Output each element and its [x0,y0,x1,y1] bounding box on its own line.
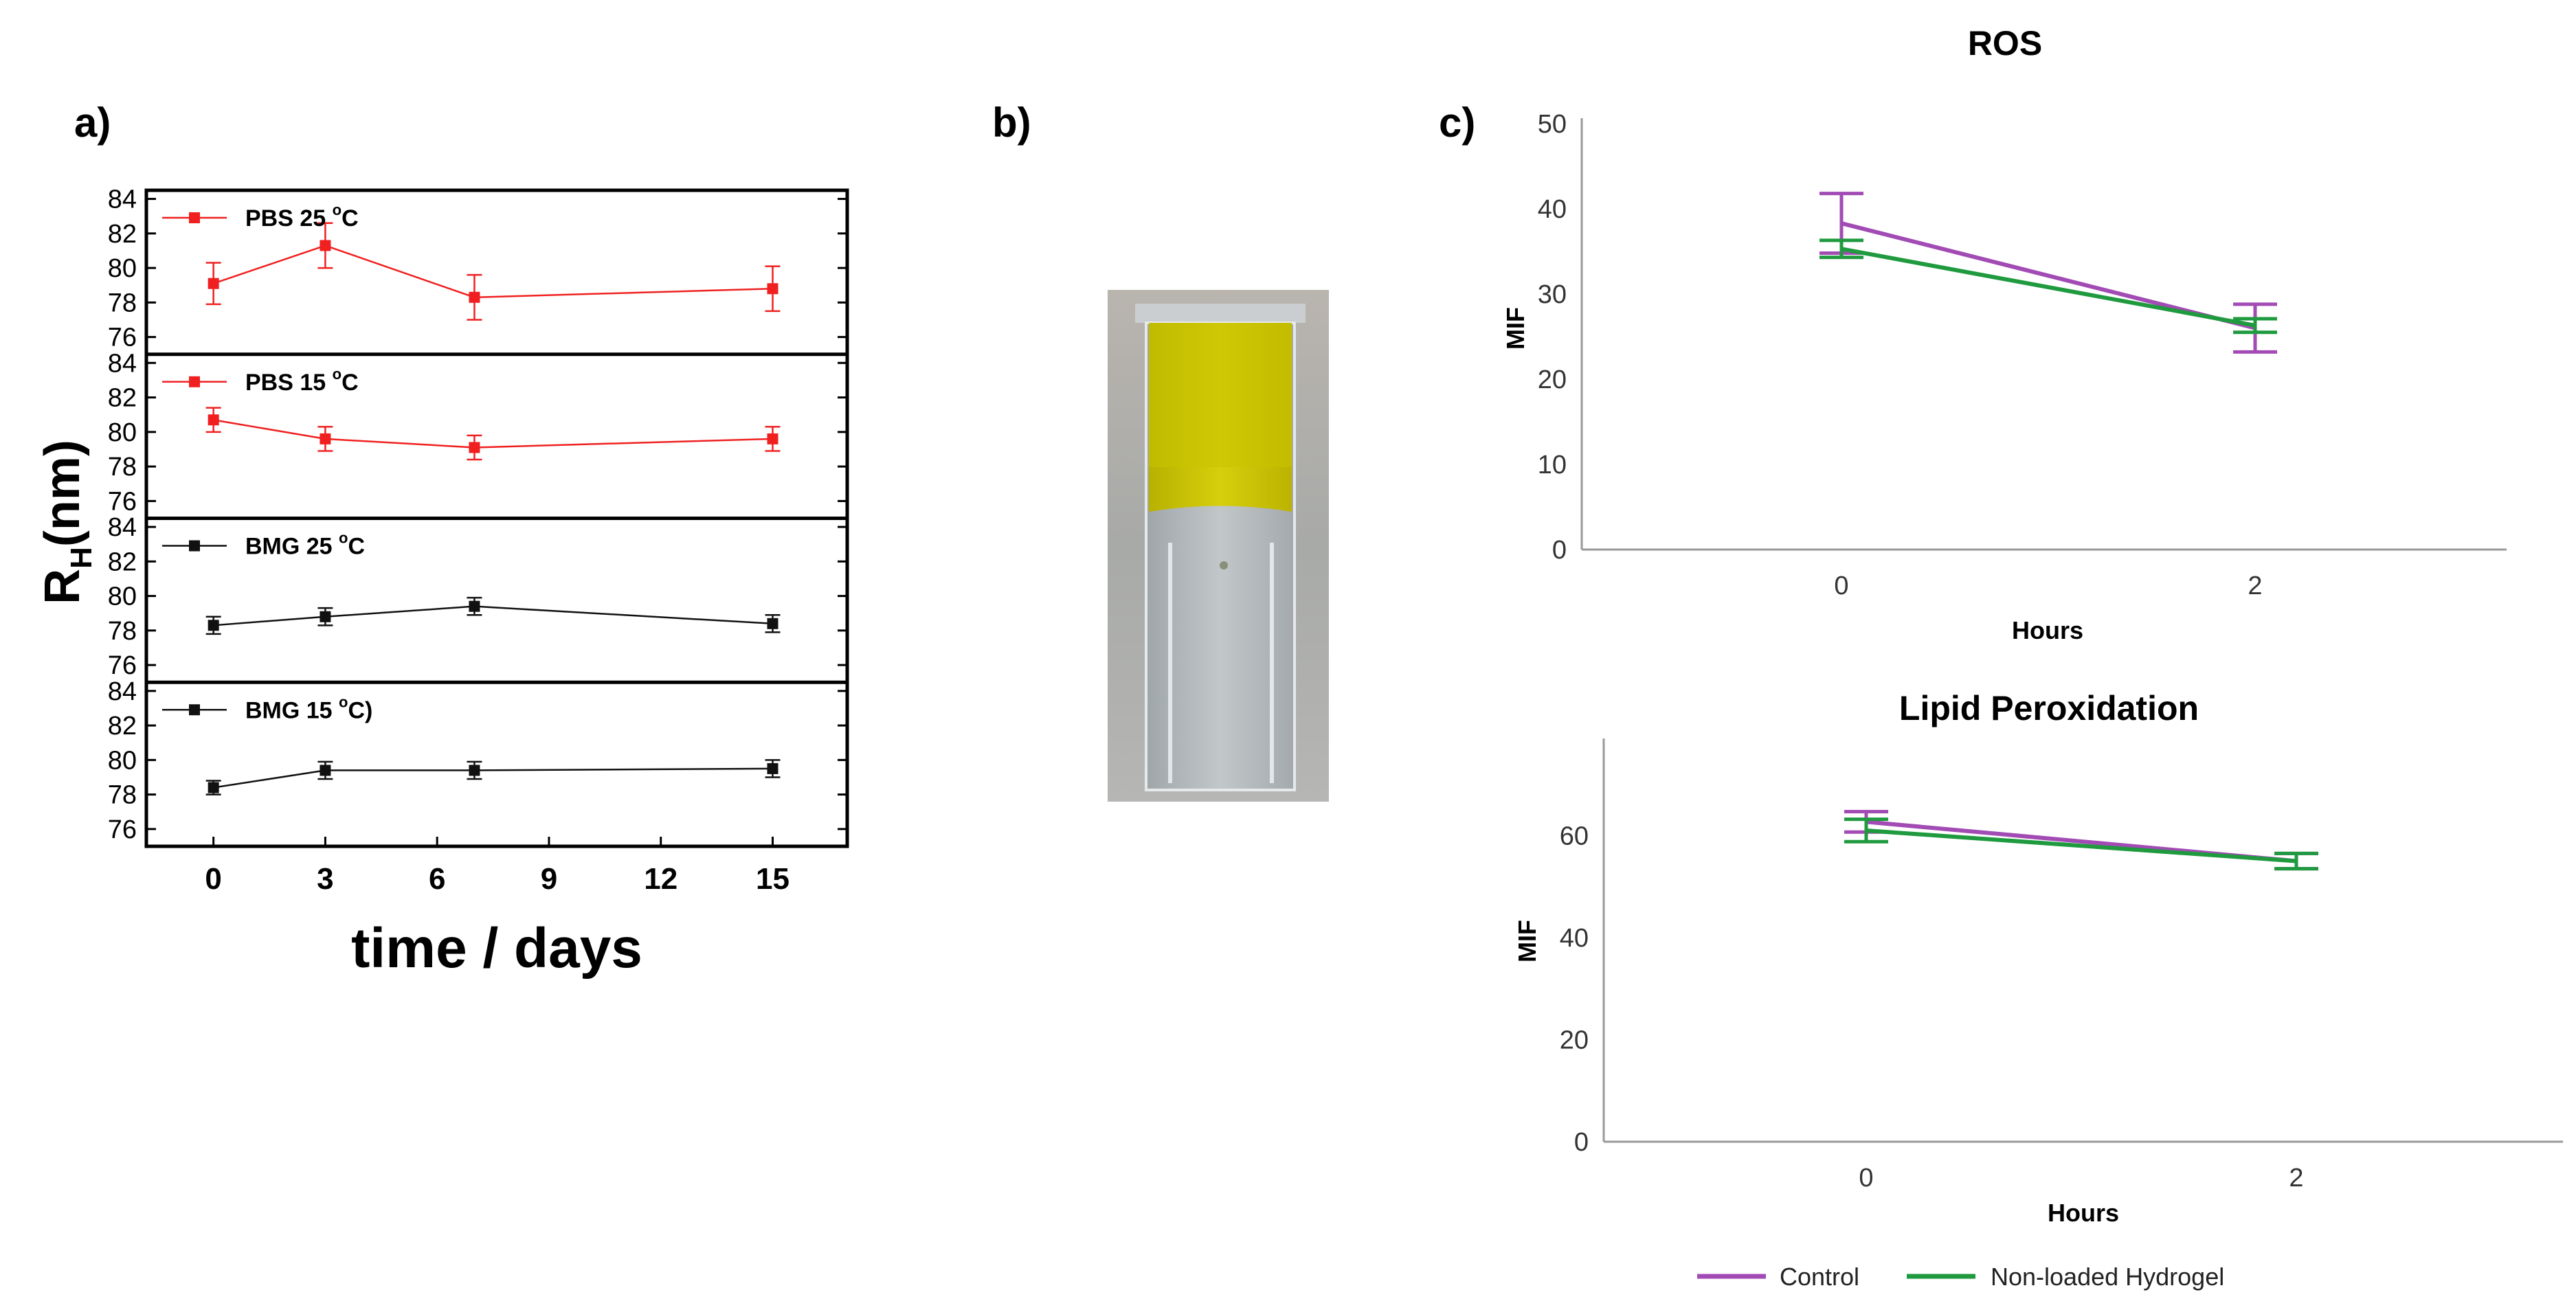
y-tick-label: 82 [108,220,137,249]
x-tick-label: 9 [541,862,557,896]
series-line [1841,221,2256,330]
panel-label-b: b) [992,100,1031,146]
y-tick-label: 84 [108,349,137,378]
series-legend-marker [189,704,200,716]
x-tick-label: 12 [644,862,677,896]
chart-legend: Control Non-loaded Hydrogel [1697,1263,2224,1291]
x-tick-label: 6 [429,862,445,896]
y-tick-label: 82 [108,547,137,576]
y-tick-label: 84 [108,513,137,542]
data-point [208,414,219,426]
y-tick-label: 20 [1560,1026,1589,1054]
legend-label-hydrogel: Non-loaded Hydrogel [1991,1263,2224,1291]
series-legend-marker [189,540,200,552]
ros-x-axis-title: Hours [2012,616,2083,644]
y-tick-label: 84 [108,185,137,214]
x-tick-label: 3 [317,862,333,896]
y-axis-h-subscript: H [65,547,98,569]
y-tick-label: 40 [1538,195,1567,224]
y-tick-label: 78 [108,453,137,482]
series-label: PBS 25 oC [245,201,359,231]
series-label: PBS 15 oC [245,365,359,396]
data-point [320,433,331,444]
legend-label-control: Control [1780,1263,1859,1291]
series-legend-marker [189,376,200,387]
panel-label-c: c) [1439,100,1475,146]
y-axis-nm: (nm) [35,440,90,547]
y-tick-label: 84 [108,677,137,706]
x-tick-label: 0 [205,862,221,896]
data-point [767,283,779,295]
x-tick-label: 15 [756,862,789,896]
y-tick-label: 78 [108,781,137,810]
series-line [1841,247,2256,328]
series-label: BMG 25 oC [245,530,365,560]
y-tick-label: 76 [108,651,137,680]
lipid-x-axis-title: Hours [2048,1199,2119,1227]
series-line [213,245,773,299]
panel-a-chart: 7678808284767880828476788082847678808284… [35,185,849,980]
y-tick-label: 0 [1574,1128,1589,1157]
data-point [208,278,219,289]
y-tick-label: 76 [108,487,137,516]
panel-a-x-axis-title: time / days [351,917,642,980]
y-tick-label: 80 [108,418,137,447]
series-legend-marker [189,212,200,223]
y-tick-label: 76 [108,324,137,352]
series-line [213,605,773,626]
data-point [469,291,480,303]
data-point [320,240,331,251]
cuvette-photo-icon [1108,290,1329,802]
y-tick-label: 82 [108,384,137,413]
data-point [469,442,480,453]
y-tick-label: 10 [1538,451,1567,479]
y-tick-label: 78 [108,617,137,646]
y-tick-label: 60 [1560,822,1589,850]
x-tick-label: 2 [2248,572,2262,600]
series-line [1866,828,2297,863]
x-tick-label: 2 [2289,1164,2303,1193]
ros-y-axis-title: MIF [1501,307,1530,350]
y-tick-label: 80 [108,746,137,775]
lipid-chart-title: Lipid Peroxidation [1899,689,2199,727]
data-point [320,765,331,776]
ros-chart-title: ROS [1968,24,2042,63]
data-point [767,433,779,444]
panel-c-ros-chart: ROS 0 10 20 30 40 50 0 2 MIF Hours [1501,24,2507,644]
x-tick-label: 0 [1859,1164,1873,1193]
panel-label-a: a) [74,100,111,146]
y-tick-label: 82 [108,712,137,741]
series-line [213,767,773,789]
panel-a-y-axis-title: RH(nm) [35,440,98,605]
y-tick-label: 20 [1538,365,1567,394]
lipid-y-axis-title: MIF [1513,920,1541,962]
data-point [469,765,480,776]
x-tick-label: 0 [1834,572,1848,600]
data-point [320,611,331,622]
y-tick-label: 30 [1538,280,1567,309]
y-tick-label: 80 [108,254,137,283]
y-tick-label: 80 [108,583,137,611]
data-point [767,618,779,629]
panel-c-lipid-chart: Lipid Peroxidation 0 20 40 60 0 2 MIF Hours [1513,689,2563,1227]
data-point [208,620,219,631]
y-tick-label: 50 [1538,110,1567,139]
y-tick-label: 76 [108,815,137,844]
y-tick-label: 40 [1560,924,1589,953]
series-line [213,419,773,449]
y-tick-label: 78 [108,289,137,317]
series-label: BMG 15 oC) [245,693,372,723]
y-tick-label: 0 [1552,536,1567,565]
data-point [767,763,779,774]
y-axis-r: R [35,569,90,605]
data-point [469,600,480,612]
data-point [208,782,219,793]
